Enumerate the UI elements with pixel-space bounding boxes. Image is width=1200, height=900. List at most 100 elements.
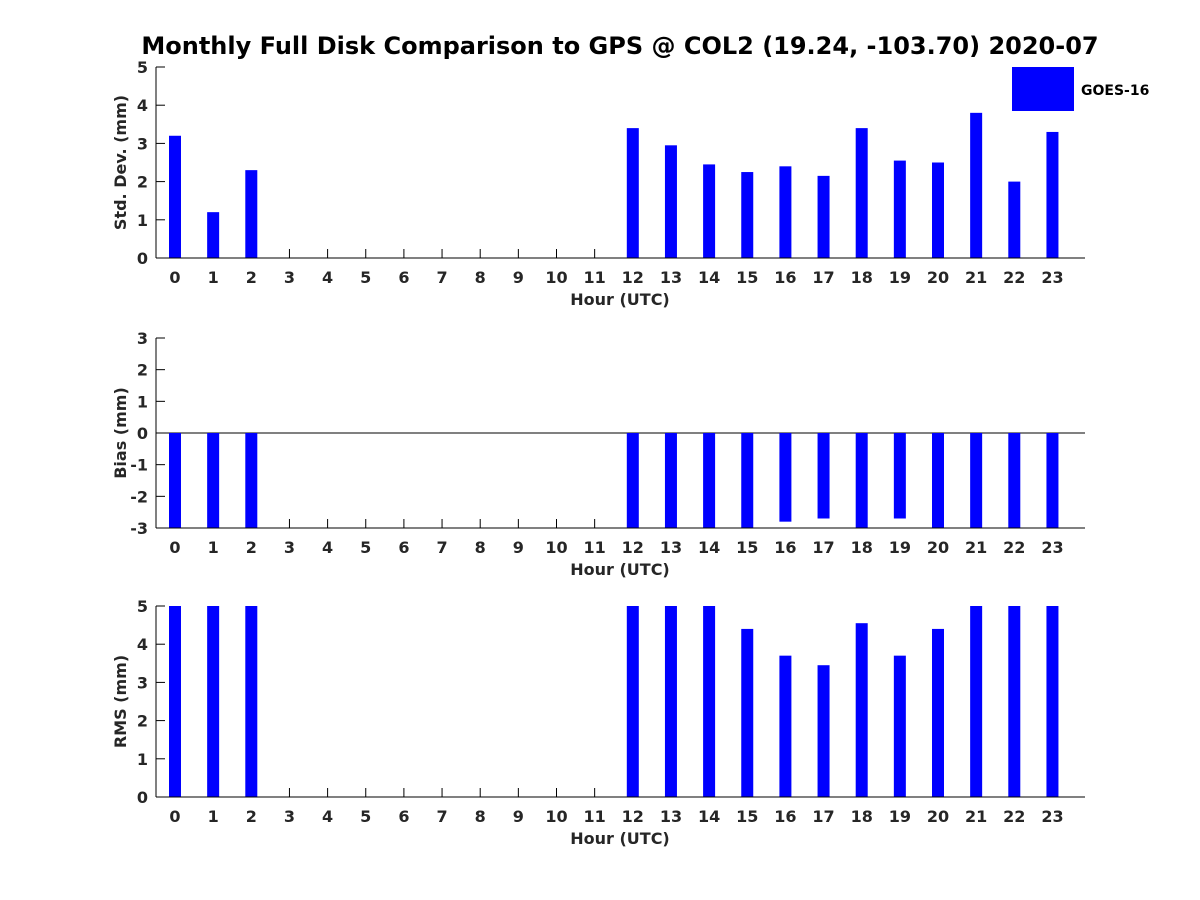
bias-x-tick-label: 5 bbox=[360, 538, 371, 557]
bias-bar bbox=[741, 433, 754, 528]
rms-x-tick-label: 7 bbox=[436, 807, 447, 826]
bias-x-tick-label: 10 bbox=[545, 538, 567, 557]
bias-bar bbox=[245, 433, 258, 528]
std-dev-x-tick-label: 10 bbox=[545, 268, 567, 287]
bias-x-tick-label: 23 bbox=[1041, 538, 1063, 557]
rms-y-tick-label: 3 bbox=[137, 673, 148, 692]
bias-x-tick-label: 17 bbox=[812, 538, 834, 557]
rms-x-tick-label: 11 bbox=[584, 807, 606, 826]
bias-x-tick-label: 7 bbox=[436, 538, 447, 557]
rms-y-axis-label: RMS (mm) bbox=[111, 655, 130, 748]
std-dev-bar bbox=[626, 128, 639, 258]
rms-bar bbox=[169, 606, 181, 797]
chart-title: Monthly Full Disk Comparison to GPS @ CO… bbox=[141, 32, 1098, 60]
std-dev-bar bbox=[932, 162, 944, 258]
rms-x-tick-label: 17 bbox=[812, 807, 834, 826]
rms-x-tick-label: 14 bbox=[698, 807, 720, 826]
bias-x-tick-label: 0 bbox=[169, 538, 180, 557]
std-dev-x-axis-label: Hour (UTC) bbox=[570, 290, 670, 309]
rms-x-tick-label: 13 bbox=[660, 807, 682, 826]
rms-y-tick-label: 5 bbox=[137, 597, 148, 616]
std-dev-y-tick-label: 3 bbox=[137, 134, 148, 153]
std-dev-x-tick-label: 7 bbox=[436, 268, 447, 287]
legend-label: GOES-16 bbox=[1081, 83, 1149, 99]
rms-y-tick-label: 0 bbox=[137, 788, 148, 807]
std-dev-x-tick-label: 23 bbox=[1041, 268, 1063, 287]
legend-swatch bbox=[1012, 67, 1074, 111]
std-dev-x-tick-label: 14 bbox=[698, 268, 720, 287]
bias-x-tick-label: 4 bbox=[322, 538, 333, 557]
rms-bar bbox=[970, 606, 983, 797]
rms-y-tick-label: 1 bbox=[137, 750, 148, 769]
std-dev-x-tick-label: 12 bbox=[622, 268, 644, 287]
legend: GOES-16 bbox=[1012, 67, 1149, 111]
rms-bar bbox=[779, 655, 792, 797]
std-dev-x-tick-label: 9 bbox=[513, 268, 524, 287]
std-dev-x-tick-label: 0 bbox=[169, 268, 180, 287]
rms-x-tick-label: 18 bbox=[851, 807, 873, 826]
rms-bar bbox=[741, 628, 754, 797]
std-dev-x-tick-label: 5 bbox=[360, 268, 371, 287]
std-dev-y-tick-label: 1 bbox=[137, 211, 148, 230]
bias-bar bbox=[817, 433, 830, 519]
rms-x-tick-label: 0 bbox=[169, 807, 180, 826]
bias-bar bbox=[1046, 433, 1059, 528]
rms-bar bbox=[245, 606, 258, 797]
bias-bar bbox=[893, 433, 906, 519]
rms-x-tick-label: 6 bbox=[398, 807, 409, 826]
rms-x-tick-label: 16 bbox=[774, 807, 796, 826]
bias-y-tick-label: -3 bbox=[130, 519, 148, 538]
rms-x-axis-label: Hour (UTC) bbox=[570, 829, 670, 848]
std-dev-x-tick-label: 18 bbox=[851, 268, 873, 287]
bias-x-tick-label: 3 bbox=[284, 538, 295, 557]
std-dev-x-tick-label: 15 bbox=[736, 268, 758, 287]
rms-x-tick-label: 20 bbox=[927, 807, 949, 826]
bias-x-tick-label: 8 bbox=[475, 538, 486, 557]
rms-x-tick-label: 23 bbox=[1041, 807, 1063, 826]
rms-bar bbox=[703, 606, 716, 797]
std-dev-bar bbox=[1046, 131, 1059, 258]
std-dev-bar bbox=[741, 172, 754, 258]
rms-bar bbox=[893, 655, 906, 797]
bias-bar bbox=[664, 433, 677, 528]
bias-y-axis-label: Bias (mm) bbox=[111, 387, 130, 479]
bias-x-tick-label: 21 bbox=[965, 538, 987, 557]
rms-bar bbox=[1008, 606, 1021, 797]
std-dev-y-tick-label: 2 bbox=[137, 173, 148, 192]
std-dev-x-tick-label: 6 bbox=[398, 268, 409, 287]
rms-x-tick-label: 21 bbox=[965, 807, 987, 826]
std-dev-bar bbox=[245, 170, 258, 258]
std-dev-bar bbox=[970, 112, 983, 258]
bias-x-tick-label: 12 bbox=[622, 538, 644, 557]
bias-y-tick-label: 1 bbox=[137, 392, 148, 411]
rms-bar bbox=[207, 606, 220, 797]
rms-bar bbox=[626, 606, 639, 797]
rms-bar bbox=[1046, 606, 1059, 797]
rms-x-tick-label: 12 bbox=[622, 807, 644, 826]
rms-x-tick-label: 4 bbox=[322, 807, 333, 826]
bias-y-tick-label: 3 bbox=[137, 329, 148, 348]
bias-y-tick-label: -2 bbox=[130, 487, 148, 506]
bias-bar bbox=[1008, 433, 1021, 528]
std-dev-bar bbox=[207, 212, 220, 258]
rms-x-tick-label: 2 bbox=[246, 807, 257, 826]
std-dev-bar bbox=[664, 145, 677, 258]
rms-y-tick-label: 4 bbox=[137, 635, 148, 654]
rms-x-tick-label: 22 bbox=[1003, 807, 1025, 826]
rms-bar bbox=[664, 606, 677, 797]
rms-x-tick-label: 9 bbox=[513, 807, 524, 826]
bias-y-tick-label: -1 bbox=[130, 456, 148, 475]
std-dev-x-tick-label: 4 bbox=[322, 268, 333, 287]
std-dev-x-tick-label: 11 bbox=[584, 268, 606, 287]
bias-x-tick-label: 16 bbox=[774, 538, 796, 557]
bias-y-tick-label: 2 bbox=[137, 361, 148, 380]
bias-bar bbox=[169, 433, 181, 528]
std-dev-bar bbox=[893, 160, 906, 258]
bias-bar bbox=[207, 433, 220, 528]
bias-x-tick-label: 18 bbox=[851, 538, 873, 557]
rms-x-tick-label: 15 bbox=[736, 807, 758, 826]
bias-x-tick-label: 20 bbox=[927, 538, 949, 557]
std-dev-bar bbox=[1008, 181, 1021, 258]
